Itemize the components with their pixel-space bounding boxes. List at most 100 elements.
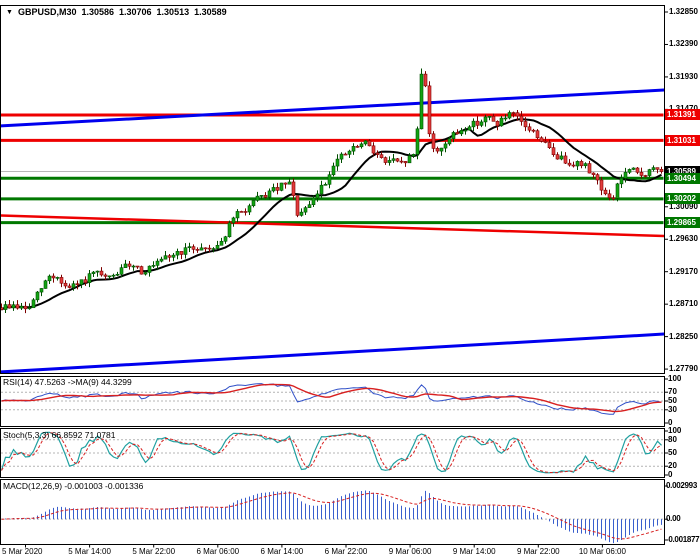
- candle-body: [335, 158, 340, 167]
- candle-body: [107, 275, 112, 278]
- candle-body: [63, 282, 68, 287]
- candle-body: [175, 251, 180, 256]
- candle-body: [239, 211, 244, 213]
- candle-body: [171, 254, 176, 258]
- candle-body: [75, 283, 80, 286]
- candle-body: [163, 255, 168, 260]
- candles-group: [1, 68, 664, 314]
- candle-body: [559, 155, 564, 160]
- candle-body: [391, 158, 396, 161]
- macd-signal-line: [1, 492, 662, 540]
- candle-body: [251, 200, 256, 207]
- candle-body: [283, 182, 288, 185]
- candle-body: [271, 187, 276, 192]
- candle-body: [259, 195, 264, 197]
- candle-body: [623, 172, 628, 179]
- candle-body: [191, 246, 196, 250]
- candle-body: [359, 143, 364, 148]
- candle-body: [363, 140, 368, 145]
- symbol-dropdown-icon[interactable]: ▼: [6, 8, 13, 16]
- candle-body: [311, 197, 316, 205]
- stoch-d-line: [1, 432, 662, 474]
- candle-body: [539, 137, 544, 142]
- candle-body: [203, 247, 208, 250]
- candle-body: [323, 184, 328, 186]
- candle-body: [475, 120, 480, 126]
- candle-body: [23, 305, 28, 310]
- candle-body: [55, 277, 60, 279]
- candle-body: [295, 195, 300, 216]
- candle-body: [11, 304, 16, 309]
- candle-body: [447, 138, 452, 145]
- candle-body: [263, 195, 268, 198]
- candle-body: [207, 247, 212, 250]
- candle-body: [651, 167, 656, 170]
- candle-body: [195, 249, 200, 251]
- candle-body: [167, 255, 172, 258]
- candle-body: [407, 155, 412, 164]
- candle-body: [243, 211, 248, 213]
- candle-body: [495, 121, 500, 127]
- candle-body: [551, 147, 556, 155]
- candle-body: [627, 169, 632, 173]
- candle-body: [67, 285, 72, 288]
- candle-body: [79, 279, 84, 285]
- candle-body: [403, 161, 408, 164]
- candle-body: [507, 112, 512, 119]
- candle-body: [555, 154, 560, 160]
- candle-body: [267, 190, 272, 198]
- candle-body: [387, 160, 392, 163]
- candle-body: [491, 116, 496, 122]
- candle-body: [643, 175, 648, 177]
- candle-body: [299, 211, 304, 216]
- candle-body: [331, 165, 336, 176]
- macd-histogram: [5, 490, 662, 544]
- candle-body: [583, 163, 588, 167]
- candle-body: [535, 130, 540, 139]
- candle-body: [319, 184, 324, 195]
- candle-body: [103, 274, 108, 277]
- candle-body: [443, 143, 448, 149]
- candle-body: [655, 167, 660, 170]
- candle-body: [563, 155, 568, 164]
- candle-body: [159, 258, 164, 262]
- candle-body: [547, 142, 552, 148]
- candle-body: [347, 150, 352, 155]
- candle-body: [343, 153, 348, 156]
- candle-body: [123, 263, 128, 268]
- candle-body: [463, 129, 468, 132]
- macd-panel-frame: [0, 479, 665, 545]
- candle-body: [1, 307, 4, 310]
- candle-body: [215, 245, 220, 249]
- candle-body: [479, 121, 484, 126]
- candle-body: [211, 248, 216, 250]
- candle-body: [439, 147, 444, 152]
- candle-body: [379, 154, 384, 158]
- candle-body: [47, 275, 52, 282]
- candle-body: [367, 140, 372, 147]
- channel-lower-trendline: [1, 332, 664, 373]
- candle-body: [615, 183, 620, 199]
- candle-body: [647, 169, 652, 176]
- candle-body: [451, 132, 456, 139]
- descending-resistance-trendline: [1, 214, 664, 238]
- candle-body: [587, 163, 592, 174]
- candle-body: [43, 280, 48, 289]
- candle-body: [471, 120, 476, 128]
- candle-body: [459, 130, 464, 135]
- candle-body: [95, 270, 100, 273]
- candle-body: [303, 207, 308, 213]
- candle-body: [503, 117, 508, 120]
- rsi-ma-line: [1, 383, 662, 413]
- candle-body: [527, 126, 532, 131]
- candle-body: [399, 160, 404, 163]
- candle-body: [531, 129, 536, 132]
- candle-body: [415, 128, 420, 155]
- candle-body: [619, 177, 624, 185]
- candle-body: [591, 172, 596, 175]
- candle-body: [427, 85, 432, 135]
- candle-body: [455, 132, 460, 135]
- main-panel: [1, 88, 664, 373]
